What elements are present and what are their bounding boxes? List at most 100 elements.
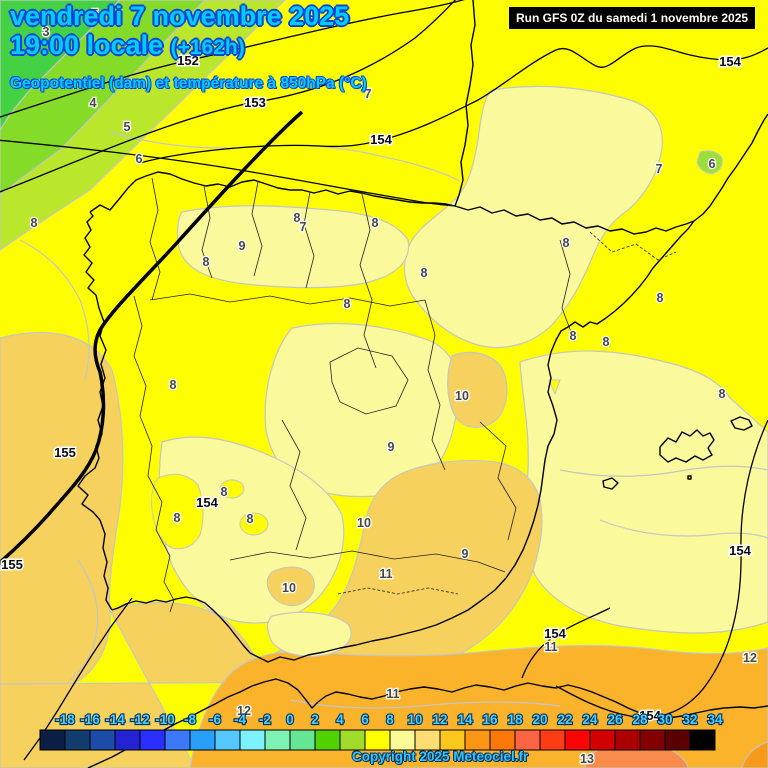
africa-north-coast (251, 678, 768, 719)
temp-label: 4 (90, 96, 97, 110)
scale-tick: 0 (286, 712, 294, 727)
temp-label: 8 (174, 511, 181, 525)
scale-swatch (364, 729, 391, 751)
temp-label: 8 (563, 236, 570, 250)
temp-label: 8 (603, 335, 610, 349)
temp-label: 8 (31, 216, 38, 230)
scale-swatch (589, 729, 616, 751)
golden-regions (0, 331, 543, 768)
temp-label: 6 (709, 157, 716, 171)
scale-tick: 24 (582, 712, 598, 727)
temp-label: 12 (237, 704, 251, 718)
scale-tick: 4 (336, 712, 344, 727)
scale-tick: 14 (457, 712, 473, 727)
scale-tick: 28 (632, 712, 648, 727)
orange-corner-patch (741, 741, 768, 768)
scale-swatch (214, 729, 241, 751)
temp-label: 8 (657, 291, 664, 305)
scale-tick: -10 (155, 712, 175, 727)
temp-label: 6 (136, 152, 143, 166)
temp-label: 8 (170, 378, 177, 392)
scale-swatch (339, 729, 366, 751)
scale-tick: -18 (55, 712, 75, 727)
scale-tick: 26 (607, 712, 623, 727)
scale-tick: -12 (130, 712, 150, 727)
geopotential-label: 154 (729, 543, 751, 558)
scale-swatch (89, 729, 116, 751)
geopotential-label: 154 (719, 54, 741, 69)
scale-swatch (289, 729, 316, 751)
admin-borders (133, 177, 677, 613)
temp-label: 8 (719, 387, 726, 401)
scale-tick: 6 (361, 712, 369, 727)
scale-swatch (464, 729, 491, 751)
scale-tick: 12 (432, 712, 447, 727)
contour-154-inner (521, 607, 611, 679)
temp-label: 9 (388, 440, 395, 454)
scale-swatch (639, 729, 666, 751)
scale-swatch (564, 729, 591, 751)
color-scale-ticks: -18 -16 -14 -12 -10 -8 -6 -4 -2 0 2 4 6 8 10 12 14 16 18 20… (54, 711, 724, 728)
geopotential-label: 154 (196, 495, 218, 510)
cabrera-island (687, 475, 692, 480)
temp-label: 12 (743, 651, 757, 665)
pyrenees-border (454, 205, 695, 235)
scale-tick: -14 (105, 712, 125, 727)
scale-swatch (489, 729, 516, 751)
scale-tick: 20 (532, 712, 547, 727)
iberia-north-coast (89, 171, 456, 213)
scale-tick: 22 (557, 712, 572, 727)
scale-swatch (114, 729, 141, 751)
temp-label: 5 (124, 120, 131, 134)
temp-label: 11 (544, 640, 557, 654)
scale-swatch (314, 729, 341, 751)
contour-154-southeast (555, 419, 768, 719)
portugal-spain-border (133, 295, 175, 613)
contour-152 (0, 0, 465, 118)
scale-tick: 2 (311, 712, 319, 727)
scale-swatch (389, 729, 416, 751)
france-med-coast (693, 113, 768, 222)
scale-swatch (689, 729, 716, 751)
copyright-link[interactable]: Copyright 2025 Meteociel.fr (352, 749, 529, 764)
temp-label: 13 (580, 752, 594, 766)
scale-swatch (64, 729, 91, 751)
scale-swatch (139, 729, 166, 751)
geopotential-label: 155 (1, 557, 23, 572)
contour-153 (0, 0, 457, 193)
temp-label: 8 (570, 329, 577, 343)
golden-patch-center (447, 351, 508, 428)
green-patch-small (696, 150, 723, 175)
scale-tick: -6 (209, 712, 221, 727)
temp-label: 8 (344, 297, 351, 311)
morocco-atlantic-coast (87, 685, 253, 768)
scale-swatch (539, 729, 566, 751)
temp-label: 5 (92, 7, 99, 21)
scale-tick: -4 (234, 712, 246, 727)
contour-155-thick (0, 110, 304, 565)
scale-swatch (614, 729, 641, 751)
scale-tick: 32 (682, 712, 697, 727)
temp-label: 9 (239, 239, 246, 253)
contour-154-north (139, 45, 768, 164)
scale-swatch (664, 729, 691, 751)
temp-label: 8 (421, 266, 428, 280)
golden-patch-south (266, 566, 315, 607)
spain-east-coast (249, 220, 695, 663)
temp-label: 11 (386, 687, 399, 701)
color-scale-bar (39, 729, 716, 751)
scale-tick: 10 (407, 712, 422, 727)
temp-label: 8 (372, 216, 379, 230)
temp-label: 9 (462, 547, 469, 561)
temp-label: 8 (294, 211, 301, 225)
temp-label: 10 (455, 389, 469, 403)
geopotential-labels: 152 153 154 154 155 155 154 154 154 154 (0, 52, 753, 725)
temp-label: 3 (43, 25, 50, 39)
temp-label: 6 (307, 13, 314, 27)
temp-label: 8 (203, 255, 210, 269)
scale-swatch (39, 729, 66, 751)
scale-tick: 16 (482, 712, 498, 727)
temp-label: 7 (300, 220, 307, 234)
